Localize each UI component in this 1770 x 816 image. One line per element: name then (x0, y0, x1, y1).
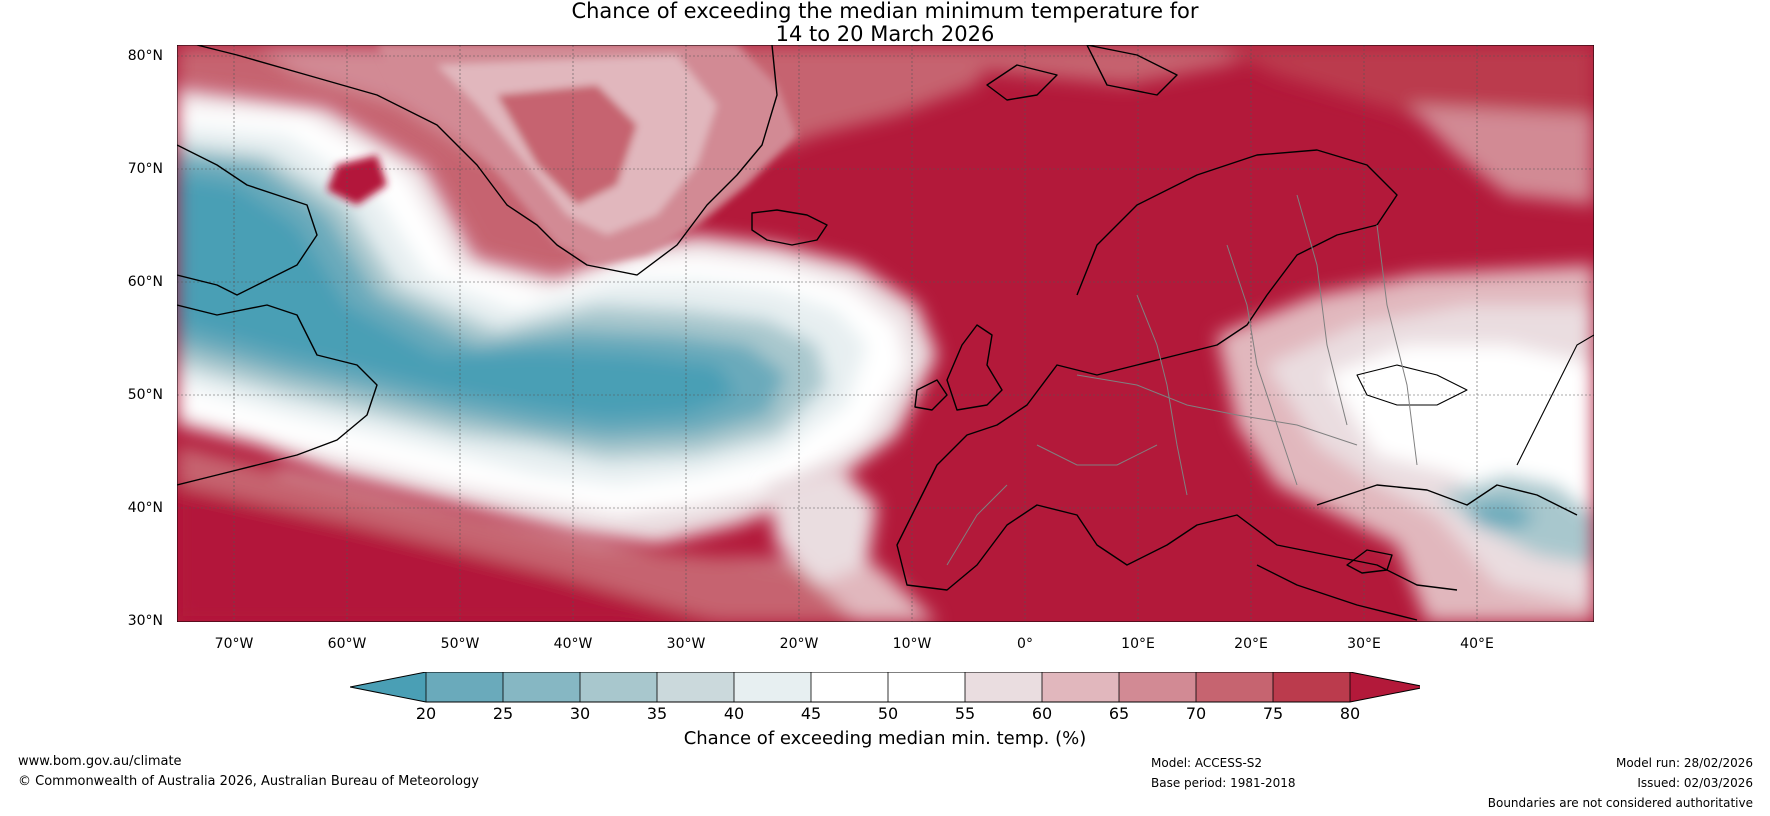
lon-label-50w: 50°W (440, 636, 480, 652)
colorbar-extend-low (350, 672, 426, 702)
coastline-ireland (914, 379, 948, 411)
model-run: Model run: 28/02/2026 (1615, 756, 1753, 770)
colorbar-tick-label: 20 (415, 704, 437, 723)
boundaries-disclaimer: Boundaries are not considered authoritat… (1487, 796, 1753, 810)
colorbar-tick-label: 70 (1185, 704, 1207, 723)
coastlines (177, 45, 1594, 621)
colorbar-label: Chance of exceeding median min. temp. (%… (683, 728, 1087, 749)
colorbar-segment (1273, 672, 1350, 702)
lon-label-70w: 70°W (214, 636, 254, 652)
lon-label-10e: 10°E (1121, 636, 1155, 652)
colorbar-tick-label: 75 (1262, 704, 1284, 723)
colorbar-tick-label: 55 (954, 704, 976, 723)
colorbar-segment (580, 672, 657, 702)
colorbar-segment (734, 672, 811, 702)
colorbar-tick-label: 35 (646, 704, 668, 723)
field-greenland (327, 45, 797, 265)
colorbar-tick-label: 50 (877, 704, 899, 723)
lon-label-20e: 20°E (1234, 636, 1268, 652)
coastline-caspian (1516, 334, 1594, 466)
country-borders (946, 194, 1418, 566)
coastline-crete (1346, 549, 1393, 574)
graticule (177, 45, 1594, 622)
colorbar-segment (888, 672, 965, 702)
colorbar-tick-label: 60 (1031, 704, 1053, 723)
coastline-mediterranean (1256, 564, 1418, 621)
coastline-britain (946, 324, 1003, 411)
coastline-iceland (751, 209, 828, 246)
lon-label-30e: 30°E (1347, 636, 1381, 652)
coastline-greenland (196, 45, 778, 276)
colorbar-tick-label: 80 (1339, 704, 1361, 723)
map-title-line1: Chance of exceeding the median minimum t… (571, 0, 1199, 23)
colorbar-tick-label: 40 (723, 704, 745, 723)
colorbar-segment (657, 672, 734, 702)
website-link[interactable]: www.bom.gov.au/climate (18, 754, 182, 769)
colorbar-tick-label: 25 (492, 704, 514, 723)
colorbar-segment (426, 672, 503, 702)
colorbar-segment (965, 672, 1042, 702)
lon-label-10w: 10°W (892, 636, 932, 652)
lat-label-60n: 60°N (127, 274, 163, 290)
coastline-black-sea (1356, 364, 1468, 406)
lon-label-20w: 20°W (779, 636, 819, 652)
lat-label-80n: 80°N (127, 48, 163, 64)
map-title: Chance of exceeding the median minimum t… (0, 0, 1770, 46)
lat-label-40n: 40°N (127, 500, 163, 516)
field-atlantic-cool (177, 85, 937, 545)
lon-label-40w: 40°W (553, 636, 593, 652)
lon-label-0: 0° (1017, 636, 1033, 652)
copyright: © Commonwealth of Australia 2026, Austra… (18, 774, 479, 789)
colorbar-tick-label: 65 (1108, 704, 1130, 723)
issued-date: Issued: 02/03/2026 (1637, 776, 1753, 790)
coastline-baffin (177, 144, 318, 296)
colorbar-segment (811, 672, 888, 702)
lon-label-40e: 40°E (1460, 636, 1494, 652)
colorbar-segment (1196, 672, 1273, 702)
coastline-svalbard (986, 64, 1058, 101)
lon-label-60w: 60°W (327, 636, 367, 652)
colorbar-segment (1119, 672, 1196, 702)
colorbar-extend-high (1350, 672, 1420, 702)
coastline-canada (177, 304, 378, 486)
map-title-line2: 14 to 20 March 2026 (775, 22, 995, 46)
coastline-europe (896, 149, 1458, 591)
colorbar (350, 672, 1420, 703)
colorbar-segment (503, 672, 580, 702)
lat-label-50n: 50°N (127, 387, 163, 403)
colorbar-segment (1042, 672, 1119, 702)
coastline-svalbard-east (1086, 45, 1178, 96)
colorbar-tick-label: 30 (569, 704, 591, 723)
base-period: Base period: 1981-2018 (1151, 776, 1296, 790)
map-canvas (177, 45, 1594, 622)
model-name: Model: ACCESS-S2 (1151, 756, 1263, 770)
lat-label-70n: 70°N (127, 161, 163, 177)
lon-label-30w: 30°W (666, 636, 706, 652)
lat-label-30n: 30°N (127, 613, 163, 629)
coastline-turkey (1316, 484, 1578, 516)
probability-map (177, 45, 1594, 622)
field-east-europe (1217, 265, 1594, 622)
colorbar-tick-label: 45 (800, 704, 822, 723)
